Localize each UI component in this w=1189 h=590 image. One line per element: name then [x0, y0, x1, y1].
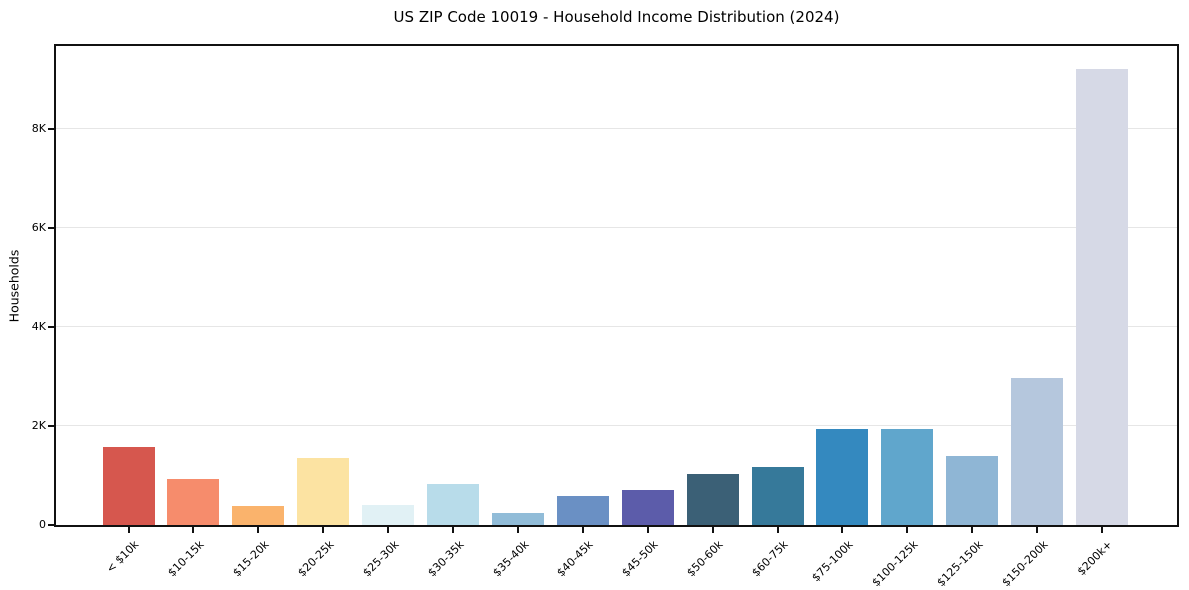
x-tick-mark — [516, 527, 519, 533]
x-tick-mark — [1036, 527, 1039, 533]
x-tick-label: $35-40k — [489, 538, 532, 580]
x-tick-label: $150-200k — [999, 538, 1051, 590]
x-tick-label: $20-25k — [295, 538, 337, 580]
y-tick-mark — [48, 524, 54, 526]
bar-$150-200k — [1011, 378, 1064, 525]
y-tick-mark — [48, 226, 54, 229]
gridline-4K — [56, 325, 1177, 327]
bar-$15-20k — [232, 506, 285, 525]
plot-area — [54, 44, 1179, 527]
bar-$200k+ — [1076, 69, 1128, 525]
y-tick-label: 4K — [31, 319, 46, 333]
x-tick-mark — [581, 527, 584, 533]
y-tick-mark — [48, 325, 54, 328]
x-tick-mark — [257, 527, 260, 533]
x-tick-label: $50-60k — [684, 538, 726, 580]
bar-$35-40k — [491, 512, 544, 525]
y-tick-label: 0 — [39, 518, 46, 531]
x-tick-mark — [1101, 527, 1103, 533]
bar-$50-60k — [686, 474, 739, 525]
gridline-2K — [56, 424, 1177, 426]
bar-$100-125k — [881, 428, 934, 525]
y-tick-label: 2K — [31, 418, 46, 432]
x-tick-mark — [906, 527, 909, 533]
bar-$30-35k — [427, 484, 479, 525]
gridline-6K — [56, 226, 1177, 228]
x-tick-label: $60-75k — [749, 538, 791, 580]
chart-title: US ZIP Code 10019 - Household Income Dis… — [393, 8, 840, 26]
x-tick-mark — [776, 527, 779, 533]
bar-$10-15k — [167, 478, 220, 525]
x-tick-label: $45-50k — [619, 538, 661, 580]
x-tick-mark — [322, 527, 325, 533]
bar-$60-75k — [751, 466, 804, 525]
x-tick-label: $25-30k — [360, 538, 402, 580]
y-tick-mark — [48, 127, 54, 130]
bar-$125-150k — [946, 456, 999, 525]
x-tick-label: $40-45k — [554, 538, 597, 580]
y-tick-label: 6K — [31, 220, 46, 234]
x-tick-mark — [127, 527, 130, 533]
bar-< $10k — [102, 447, 155, 525]
y-tick-mark — [48, 424, 54, 427]
y-axis-title: Households — [6, 249, 22, 323]
x-tick-label: < $10k — [104, 538, 142, 576]
bar-$20-25k — [297, 458, 350, 525]
bar-$25-30k — [362, 505, 415, 525]
x-tick-label: $100-125k — [869, 538, 921, 590]
bar-$40-45k — [556, 495, 609, 525]
x-tick-mark — [452, 527, 454, 533]
x-tick-label: $75-100k — [809, 538, 856, 585]
x-tick-label: $15-20k — [230, 538, 272, 580]
x-tick-mark — [971, 527, 974, 533]
x-tick-label: $30-35k — [424, 538, 467, 580]
x-tick-mark — [387, 527, 390, 533]
bar-$45-50k — [621, 490, 674, 525]
x-tick-mark — [646, 527, 649, 533]
x-tick-label: $10-15k — [165, 538, 207, 580]
gridline-8K — [56, 127, 1177, 129]
x-tick-mark — [841, 527, 844, 533]
x-tick-mark — [192, 527, 195, 533]
x-tick-label: $200k+ — [1075, 538, 1116, 579]
bar-$75-100k — [816, 428, 869, 525]
y-tick-label: 8K — [31, 121, 46, 135]
x-tick-mark — [711, 527, 714, 533]
x-tick-label: $125-150k — [934, 538, 986, 590]
